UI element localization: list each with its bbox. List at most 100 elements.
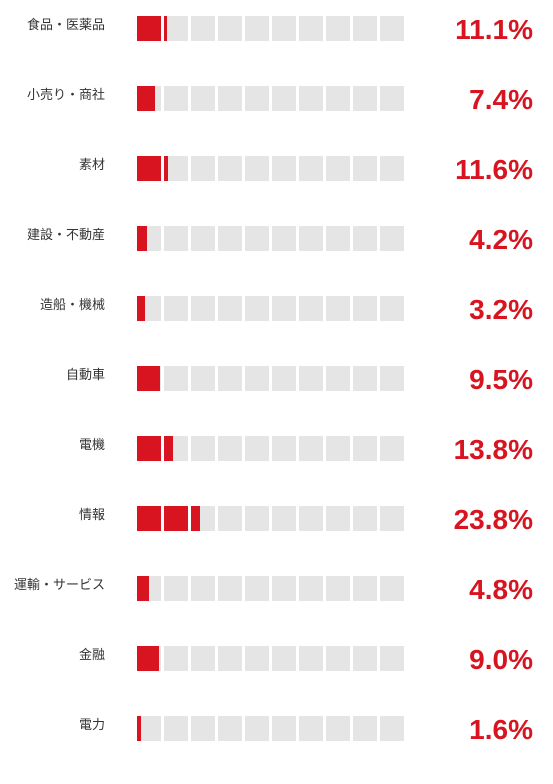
bar-cell [272,296,296,321]
value-label: 7.4% [469,84,533,115]
chart-row: 造船・機械 3.2% [0,294,553,364]
bar-fill [164,16,167,41]
percentage-bar-chart: 食品・医薬品 11.1% 小売り・商社 7.4% 素材 11.6% 建設・不動産 4.2% 造船… [0,14,553,745]
chart-row: 建設・不動産 4.2% [0,224,553,294]
bar-cell [380,646,404,671]
bar-cell [353,576,377,601]
bar-cell [191,366,215,391]
bar-cell [245,16,269,41]
bar-cell [299,576,323,601]
bar-cell [326,506,350,531]
bar-cell [164,576,188,601]
chart-row: 食品・医薬品 11.1% [0,14,553,84]
bar-track [137,296,406,321]
bar-cell [137,576,161,601]
bar-fill [137,16,161,41]
bar-cell [326,156,350,181]
bar-cell [245,716,269,741]
bar-fill [137,366,160,391]
value-label: 13.8% [453,434,533,465]
bar-cell [245,226,269,251]
bar-cell [380,576,404,601]
category-label: 小売り・商社 [26,88,105,103]
bar-cell [164,366,188,391]
bar-cell [353,366,377,391]
bar-cell [299,716,323,741]
bar-fill [137,646,159,671]
chart-row: 自動車 9.5% [0,364,553,434]
chart-row: 運輸・サービス 4.8% [0,574,553,644]
bar-cell [380,226,404,251]
bar-track [137,576,406,601]
value-label: 9.0% [469,644,533,675]
bar-cell [353,716,377,741]
bar-cell [164,436,188,461]
bar-cell [380,16,404,41]
chart-row: 電機 13.8% [0,434,553,504]
category-label: 情報 [78,508,105,523]
bar-cell [191,86,215,111]
bar-cell [164,716,188,741]
bar-fill [137,436,161,461]
bar-cell [272,576,296,601]
bar-cell [245,576,269,601]
bar-cell [218,646,242,671]
bar-cell [380,506,404,531]
bar-cell [299,226,323,251]
bar-track [137,716,406,741]
bar-cell [137,156,161,181]
value-label: 4.8% [469,574,533,605]
bar-cell [218,226,242,251]
bar-fill [137,156,161,181]
bar-fill [164,436,174,461]
bar-cell [353,156,377,181]
bar-cell [137,506,161,531]
bar-cell [191,576,215,601]
bar-fill [137,506,161,531]
bar-cell [137,436,161,461]
bar-cell [380,296,404,321]
bar-fill [137,86,155,111]
bar-cell [299,86,323,111]
bar-cell [191,16,215,41]
bar-cell [353,436,377,461]
bar-fill [137,296,145,321]
bar-cell [353,296,377,321]
bar-cell [137,296,161,321]
bar-cell [299,436,323,461]
bar-cell [218,716,242,741]
bar-cell [137,366,161,391]
bar-cell [326,16,350,41]
bar-cell [164,296,188,321]
bar-cell [137,716,161,741]
bar-cell [164,156,188,181]
bar-cell [299,366,323,391]
bar-cell [218,436,242,461]
bar-cell [380,86,404,111]
bar-fill [191,506,201,531]
bar-cell [164,86,188,111]
bar-track [137,226,406,251]
category-label: 食品・医薬品 [26,18,105,33]
bar-cell [380,366,404,391]
bar-cell [326,436,350,461]
bar-cell [218,366,242,391]
bar-cell [191,436,215,461]
bar-cell [299,156,323,181]
chart-row: 電力 1.6% [0,714,553,784]
bar-cell [218,16,242,41]
bar-cell [137,226,161,251]
bar-fill [137,576,149,601]
bar-track [137,16,406,41]
bar-cell [191,226,215,251]
value-label: 9.5% [469,364,533,395]
bar-cell [218,296,242,321]
bar-cell [191,506,215,531]
bar-cell [326,296,350,321]
bar-cell [218,576,242,601]
bar-fill [164,156,168,181]
value-label: 11.6% [455,154,533,185]
bar-cell [272,16,296,41]
bar-track [137,156,406,181]
bar-track [137,506,406,531]
